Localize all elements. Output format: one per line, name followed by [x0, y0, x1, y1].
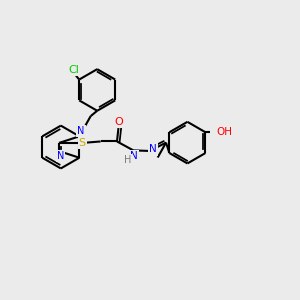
Text: Cl: Cl [69, 65, 80, 75]
Text: OH: OH [216, 127, 232, 137]
Text: N: N [149, 145, 157, 154]
Text: H: H [124, 155, 131, 165]
Text: N: N [77, 126, 85, 136]
Text: N: N [130, 151, 138, 161]
Text: S: S [79, 138, 86, 148]
Text: O: O [114, 117, 123, 127]
Text: N: N [57, 152, 64, 161]
